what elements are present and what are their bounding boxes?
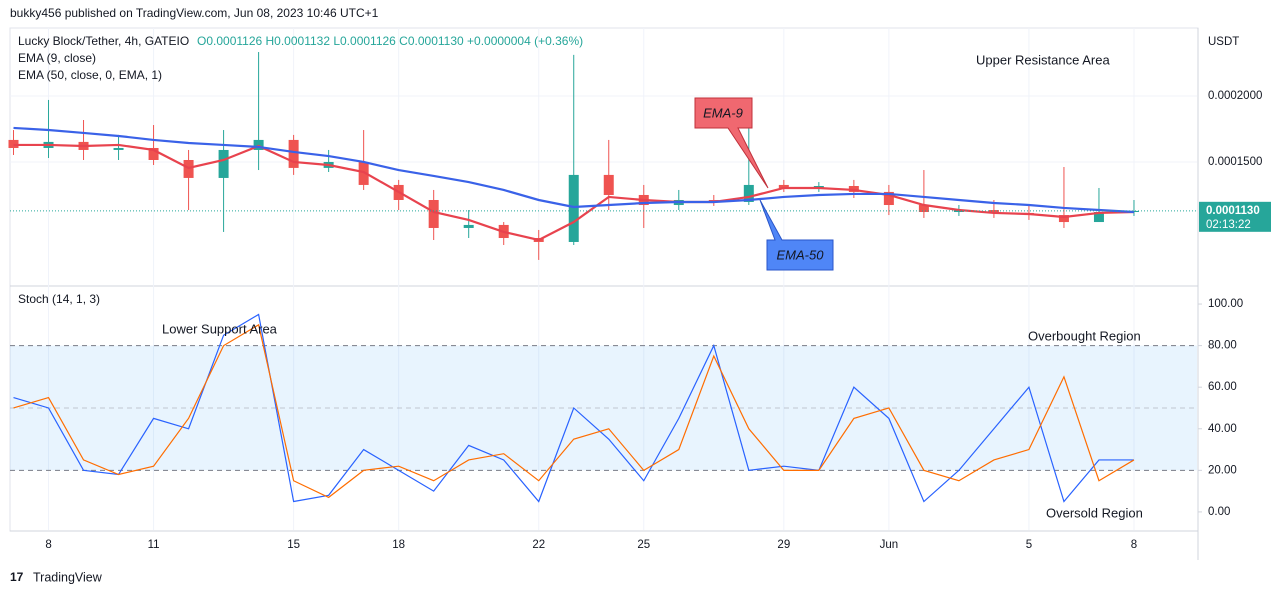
y-tick-label: 0.0001500 <box>1208 156 1262 168</box>
published: bukky456 published on TradingView.com, J… <box>10 6 379 20</box>
y-tick-label: 100.00 <box>1208 298 1243 310</box>
annotation: EMA-50 <box>777 247 825 262</box>
annotation: Overbought Region <box>1028 328 1141 343</box>
countdown: 02:13:22 <box>1206 219 1251 231</box>
y-tick-label: 40.00 <box>1208 423 1237 435</box>
stoch-line <box>13 323 1135 499</box>
ema50-callout <box>759 199 834 271</box>
symbol: Lucky Block/Tether, 4h, GATEIO <box>18 34 189 48</box>
annotation: Lower Support Area <box>162 321 278 336</box>
candle-body <box>358 161 369 185</box>
band-fill <box>10 345 1197 471</box>
x-tick-label: 25 <box>637 539 650 551</box>
legend-ema9: EMA (9, close) <box>18 51 96 65</box>
last-price-box <box>1199 201 1271 232</box>
logo: 17 <box>10 570 24 584</box>
candle-body <box>428 199 439 228</box>
candle-body <box>148 147 159 160</box>
last-price-label: 0.0001130 <box>1206 205 1260 217</box>
x-tick-label: 22 <box>532 539 545 551</box>
annotation: Upper Resistance Area <box>976 52 1110 67</box>
x-tick-label: 15 <box>287 539 300 551</box>
candle-body <box>1093 212 1104 223</box>
candle-body <box>918 205 929 213</box>
candle-body <box>778 184 789 188</box>
ema-line <box>13 143 1134 242</box>
ema9-callout <box>694 97 769 189</box>
legend-ema50: EMA (50, close, 0, EMA, 1) <box>18 68 162 82</box>
y-tick-label: 20.00 <box>1208 464 1237 476</box>
candle-body <box>988 210 999 213</box>
currency: USDT <box>1208 36 1239 48</box>
candle-body <box>883 191 894 206</box>
x-tick-label: 8 <box>45 539 51 551</box>
annotation: EMA-9 <box>703 105 743 120</box>
y-tick-label: 0.0002000 <box>1208 90 1262 102</box>
ema-line <box>13 126 1135 214</box>
candle-body <box>288 139 299 168</box>
candle-body <box>1058 215 1069 223</box>
footer: TradingView <box>33 570 103 584</box>
candle-body <box>463 224 474 228</box>
stoch-line <box>13 313 1134 503</box>
candle-body <box>218 149 229 178</box>
stoch-title: Stoch (14, 1, 3) <box>18 292 100 306</box>
x-tick-label: 11 <box>148 539 160 551</box>
candle-body <box>568 174 579 242</box>
x-tick-label: 18 <box>392 539 405 551</box>
ohlc: O0.0001126 H0.0001132 L0.0001126 C0.0001… <box>197 34 583 48</box>
candle-body <box>113 147 124 150</box>
candle-body <box>603 174 614 195</box>
plot-layer: 8 11 15 18 22 25 29 Jun 5 8 0.0002000 0.0001500 0.00… <box>8 28 1271 551</box>
annotation: Oversold Region <box>1046 505 1143 520</box>
y-tick-label: 60.00 <box>1208 381 1237 393</box>
y-tick-label: 80.00 <box>1208 340 1237 352</box>
x-tick-label: 8 <box>1131 539 1137 551</box>
x-tick-label: 29 <box>777 539 790 551</box>
candle-body <box>743 184 754 202</box>
y-tick-label: 0.00 <box>1208 506 1230 518</box>
x-tick-label: 5 <box>1026 539 1032 551</box>
x-tick-label: Jun <box>880 539 899 551</box>
